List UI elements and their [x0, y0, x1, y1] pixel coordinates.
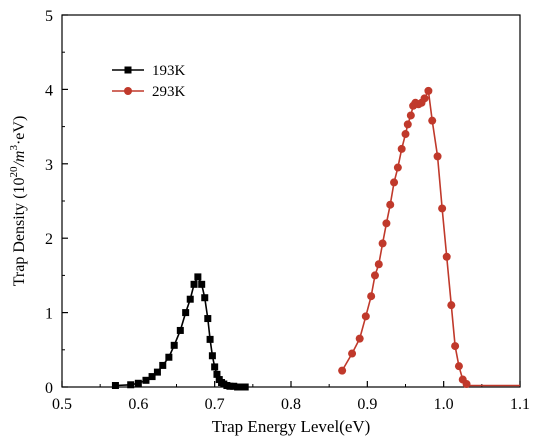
y-axis-label-unit: /m	[11, 151, 28, 168]
data-point-circle	[390, 178, 399, 187]
y-tick-label: 2	[45, 231, 53, 248]
x-tick-label: 0.7	[205, 396, 225, 413]
data-point-square	[241, 383, 249, 391]
data-point-circle	[424, 86, 433, 95]
x-tick-label: 1.0	[434, 396, 454, 413]
data-point-circle	[393, 163, 402, 172]
data-point-square	[127, 381, 135, 389]
data-point-square	[198, 280, 206, 288]
x-axis-label: Trap Energy Level(eV)	[212, 417, 371, 436]
data-point-circle	[355, 334, 364, 343]
data-point-circle	[403, 120, 412, 129]
legend-label-293k: 293K	[152, 84, 186, 100]
data-point-circle	[433, 152, 442, 161]
data-point-circle	[378, 239, 387, 248]
y-tick-label: 1	[45, 306, 53, 323]
data-point-square	[176, 326, 184, 334]
y-axis-label-prefix: Trap Density (10	[11, 178, 28, 287]
legend-entry-193k: 193K	[112, 63, 186, 79]
data-point-square	[182, 309, 190, 317]
x-tick-label: 0.5	[52, 396, 72, 413]
data-point-square	[213, 370, 221, 378]
x-axis: 0.5 0.6 0.7 0.8 0.9 1.0 1.1	[52, 381, 530, 413]
y-axis-label-suffix: ·eV)	[11, 116, 28, 145]
series-193K	[111, 273, 249, 391]
data-point-circle	[386, 200, 395, 209]
data-point-circle	[348, 349, 357, 358]
data-point-square	[206, 335, 214, 343]
legend: 193K 293K	[112, 63, 186, 100]
x-tick-label: 1.1	[510, 396, 530, 413]
data-point-circle	[438, 204, 447, 213]
data-point-square	[142, 376, 150, 384]
legend-marker-square	[124, 66, 132, 74]
y-axis-label-exponent: 20	[8, 166, 20, 178]
y-tick-label: 3	[45, 157, 53, 174]
data-point-square	[204, 315, 212, 323]
data-point-square	[111, 382, 119, 390]
data-point-circle	[338, 366, 347, 375]
y-axis: 0 1 2 3 4 5	[45, 8, 68, 397]
y-tick-label: 0	[45, 380, 53, 397]
data-point-circle	[451, 342, 460, 351]
data-point-circle	[454, 362, 463, 371]
x-tick-label: 0.6	[128, 396, 148, 413]
data-point-circle	[374, 260, 383, 269]
data-point-circle	[428, 116, 437, 125]
data-point-circle	[367, 292, 376, 301]
y-axis-label-unit-exponent: 3	[8, 145, 20, 151]
data-point-square	[165, 353, 173, 361]
data-point-square	[226, 382, 234, 390]
y-tick-label: 4	[45, 82, 53, 99]
legend-entry-293k: 293K	[112, 84, 186, 100]
legend-label-193k: 193K	[152, 63, 186, 79]
data-point-square	[190, 280, 198, 288]
data-point-square	[148, 373, 156, 381]
data-point-circle	[406, 111, 415, 120]
data-point-square	[208, 352, 216, 360]
data-point-circle	[370, 271, 379, 280]
data-point-circle	[447, 301, 456, 310]
data-point-circle	[382, 219, 391, 228]
x-tick-label: 0.8	[281, 396, 301, 413]
y-axis-label: Trap Density (1020/m3·eV)	[8, 116, 28, 287]
y-tick-label: 5	[45, 8, 53, 25]
data-point-square	[186, 295, 194, 303]
series-293K	[338, 86, 471, 389]
data-point-square	[234, 383, 242, 391]
x-tick-label: 0.9	[357, 396, 377, 413]
series-layer	[111, 86, 520, 391]
data-point-square	[237, 383, 245, 391]
data-point-circle	[420, 94, 429, 103]
data-point-square	[134, 379, 142, 387]
data-point-square	[194, 273, 202, 281]
data-point-square	[211, 363, 219, 371]
data-point-square	[153, 368, 161, 376]
data-point-circle	[442, 252, 451, 261]
data-point-circle	[462, 380, 471, 389]
data-point-circle	[397, 144, 406, 153]
data-point-circle	[361, 312, 370, 321]
data-point-circle	[401, 130, 410, 139]
data-point-square	[201, 294, 209, 302]
legend-marker-circle	[124, 87, 132, 95]
data-point-square	[170, 341, 178, 349]
data-point-square	[230, 382, 238, 390]
data-point-square	[159, 361, 167, 369]
